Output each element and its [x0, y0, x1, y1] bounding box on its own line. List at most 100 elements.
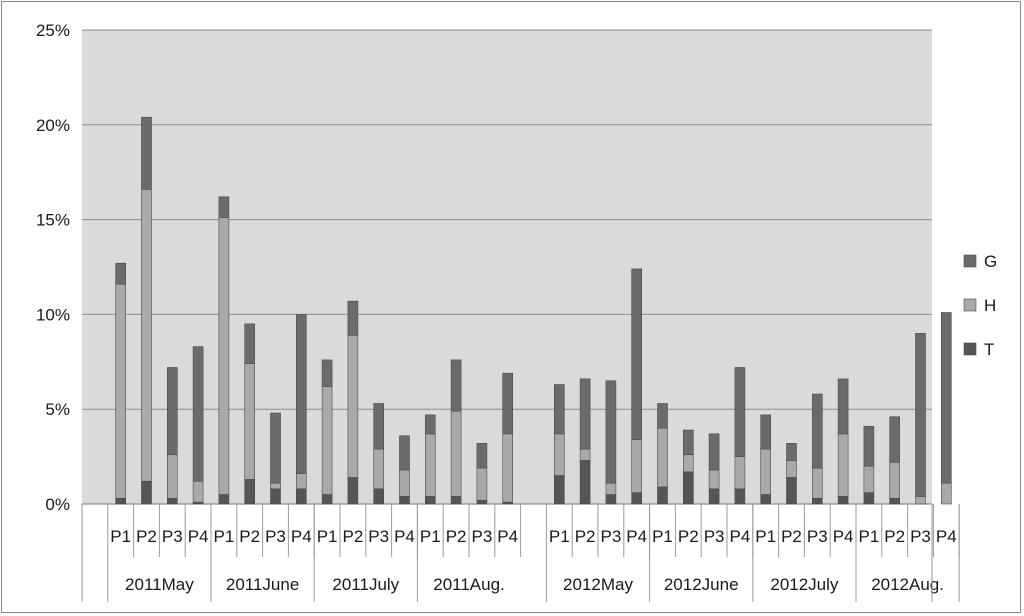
x-category-label: P1 — [859, 527, 880, 546]
x-group-label: 2012May — [563, 575, 633, 594]
bar-segment-t — [657, 486, 668, 505]
bar-segment-h — [682, 454, 694, 473]
bar-segment-t — [373, 488, 385, 505]
bar-segment-t — [786, 477, 797, 505]
y-tick-label: 20% — [36, 116, 70, 135]
bar-segment-h — [399, 469, 410, 497]
x-category-label: P4 — [626, 527, 647, 546]
bar-segment-g — [399, 435, 410, 471]
bar-segment-g — [734, 367, 746, 457]
bar-segment-g — [915, 333, 926, 497]
bar-segment-h — [579, 448, 591, 461]
bar-segment-h — [192, 480, 204, 503]
bar-segment-t — [760, 494, 772, 505]
bar-segment-h — [915, 496, 926, 505]
bar-segment-t — [167, 498, 178, 505]
bar-segment-g — [141, 116, 152, 190]
x-category-label: P3 — [472, 527, 493, 546]
y-tick-label: 5% — [45, 400, 70, 419]
bar-segment-t — [605, 494, 617, 505]
bar-segment-t — [708, 488, 720, 505]
bar-segment-h — [811, 467, 823, 499]
x-category-label: P1 — [652, 527, 673, 546]
bar-segment-t — [450, 496, 462, 505]
bar-segment-h — [553, 433, 565, 476]
x-category-label: P3 — [704, 527, 725, 546]
bar-segment-h — [631, 439, 643, 493]
bar-segment-g — [424, 414, 436, 435]
x-category-label: P2 — [575, 527, 596, 546]
x-category-label: P3 — [265, 527, 286, 546]
bar-segment-g — [321, 359, 333, 387]
bar-segment-g — [502, 372, 514, 435]
bar-segment-h — [115, 283, 126, 499]
bar-segment-g — [605, 380, 617, 484]
bar-segment-g — [837, 378, 849, 435]
x-category-label: P1 — [317, 527, 338, 546]
bar-segment-h — [476, 467, 488, 501]
bar-segment-g — [708, 433, 720, 471]
x-category-label: P2 — [884, 527, 905, 546]
x-category-label: P4 — [188, 527, 209, 546]
x-group-label: 2012June — [664, 575, 739, 594]
x-group-label: 2011Aug. — [433, 575, 505, 594]
x-category-label: P4 — [394, 527, 415, 546]
bar-segment-h — [760, 448, 772, 495]
bar-segment-g — [940, 312, 952, 484]
bar-segment-g — [373, 403, 385, 450]
bar-segment-g — [450, 359, 462, 412]
bar-segment-t — [295, 488, 307, 505]
bar-segment-g — [811, 393, 823, 469]
x-category-label: P1 — [420, 527, 441, 546]
bar-segment-g — [192, 346, 204, 482]
bar-segment-g — [115, 262, 126, 285]
bar-segment-t — [631, 492, 643, 505]
legend-swatch-h — [963, 298, 977, 312]
x-group-label: 2011June — [226, 575, 299, 594]
legend-swatch-t — [963, 342, 977, 356]
bar-segment-t — [734, 488, 746, 505]
x-group-label: 2011July — [332, 575, 399, 594]
bar-segment-h — [734, 456, 746, 490]
bar-segment-h — [295, 473, 307, 490]
bar-segment-g — [631, 268, 643, 440]
bar-segment-h — [450, 410, 462, 497]
bar-segment-h — [889, 461, 901, 499]
bar-segment-g — [295, 314, 307, 474]
x-group-label: 2012July — [770, 575, 839, 594]
bar-segment-t — [270, 488, 281, 505]
x-category-label: P1 — [755, 527, 776, 546]
bar-segment-h — [657, 427, 668, 488]
bar-segment-g — [553, 384, 565, 435]
bar-segment-h — [424, 433, 436, 497]
x-category-label: P4 — [936, 527, 957, 546]
bar-segment-g — [167, 367, 178, 456]
x-category-label: P4 — [497, 527, 518, 546]
x-category-label: P1 — [214, 527, 235, 546]
bar-segment-t — [244, 479, 255, 505]
bar-segment-g — [218, 196, 230, 219]
bar-segment-t — [837, 496, 849, 505]
legend-swatch-g — [963, 254, 977, 268]
bar-segment-h — [373, 448, 385, 490]
bar-segment-h — [244, 363, 255, 480]
x-category-label: P4 — [291, 527, 312, 546]
x-group-label: 2012Aug. — [871, 575, 944, 594]
bar-segment-h — [940, 482, 952, 505]
y-tick-label: 25% — [36, 21, 70, 40]
bar-segment-h — [141, 188, 152, 482]
bar-segment-g — [347, 300, 359, 336]
y-tick-label: 0% — [45, 495, 70, 514]
bar-segment-t — [218, 494, 230, 505]
bar-segment-h — [863, 465, 875, 493]
bar-segment-t — [141, 480, 152, 505]
x-category-label: P1 — [110, 527, 131, 546]
bar-segment-h — [786, 460, 797, 478]
bar-segment-t — [476, 499, 488, 505]
x-group-label: 2011May — [125, 575, 194, 594]
x-category-label: P3 — [601, 527, 622, 546]
bar-segment-t — [424, 496, 436, 505]
legend-label-t: T — [984, 340, 994, 359]
bar-segment-t — [399, 496, 410, 505]
